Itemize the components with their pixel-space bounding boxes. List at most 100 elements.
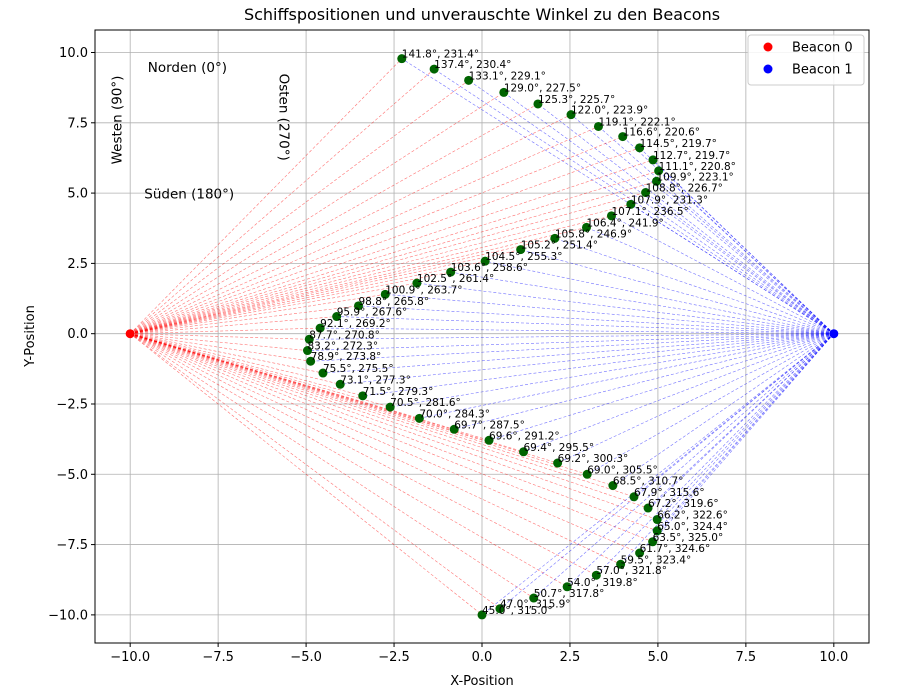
ship-point-label: 133.1°, 229.1° — [469, 70, 546, 82]
ship-point — [385, 402, 395, 412]
ship-point-label: 92.1°, 269.2° — [320, 318, 391, 330]
y-tick-label: 0.0 — [67, 327, 88, 342]
ship-point-label: 107.9°, 231.3° — [631, 194, 708, 206]
ray-beacon-1 — [362, 333, 834, 397]
ray-beacon-0 — [130, 170, 659, 334]
x-tick-label: −5.0 — [290, 650, 322, 665]
ship-point — [582, 469, 592, 479]
ray-beacon-1 — [481, 333, 835, 616]
point-labels: 141.8°, 231.4°137.4°, 230.4°133.1°, 229.… — [307, 49, 735, 617]
ship-point — [635, 143, 645, 153]
ship-point — [652, 515, 662, 525]
legend-marker-beacon-1 — [763, 64, 773, 74]
legend-box — [747, 34, 865, 86]
y-tick-label: 10.0 — [59, 46, 88, 61]
ship-point — [302, 346, 312, 356]
ship-point — [629, 492, 639, 502]
ray-beacon-0 — [129, 333, 483, 616]
ray-beacon-0 — [130, 282, 417, 334]
ship-point-label: 71.5°, 279.3° — [363, 386, 434, 398]
ship-point-label: 103.6°, 258.6° — [451, 262, 528, 274]
ship-points — [302, 54, 664, 620]
ship-point — [358, 391, 368, 401]
ship-point-label: 67.9°, 315.6° — [634, 487, 705, 499]
ship-point — [464, 75, 474, 85]
ship-point-label: 116.6°, 220.6° — [623, 127, 700, 139]
ship-point-label: 98.8°, 265.8° — [359, 296, 430, 308]
ship-point — [495, 604, 505, 614]
ray-beacon-1 — [652, 159, 835, 334]
ray-beacon-1 — [587, 333, 834, 475]
ship-point-label: 54.0°, 319.8° — [567, 577, 638, 589]
ray-beacon-0 — [130, 294, 386, 334]
ray-beacon-0 — [130, 136, 623, 334]
ship-point-label: 141.8°, 231.4° — [402, 49, 479, 61]
ship-point-label: 87.7°, 270.8° — [309, 329, 380, 341]
x-tick-label: −10.0 — [110, 650, 150, 665]
ray-beacon-0 — [130, 249, 521, 334]
ship-point-label: 105.2°, 251.4° — [521, 240, 598, 252]
ship-point-label: 69.4°, 295.5° — [524, 442, 595, 454]
ray-beacon-0 — [130, 333, 597, 576]
ship-point — [606, 211, 616, 221]
legend-marker-beacon-0 — [763, 42, 773, 52]
ship-point-label: 111.1°, 220.8° — [659, 161, 736, 173]
beacon-1-point — [829, 329, 839, 339]
y-axis: −10.0 −7.5 −5.0 −2.5 0.0 2.5 5.0 7.5 10.0 — [48, 46, 95, 623]
x-tick-label: 10.0 — [819, 650, 848, 665]
ray-beacon-1 — [310, 333, 834, 362]
ship-point-label: 63.5°, 325.0° — [653, 532, 724, 544]
ray-beacon-1 — [322, 333, 834, 374]
ray-beacon-0 — [130, 333, 341, 385]
ship-point-label: 112.7°, 219.7° — [653, 150, 730, 162]
legend-label-beacon-0: Beacon 0 — [792, 41, 853, 56]
ray-beacon-1 — [499, 333, 835, 609]
ship-point — [553, 458, 563, 468]
ship-point — [304, 334, 314, 344]
y-tick-label: 5.0 — [67, 187, 88, 202]
ship-point — [581, 222, 591, 232]
ray-beacon-0 — [130, 333, 391, 408]
ship-point-label: 69.2°, 300.3° — [558, 453, 629, 465]
x-tick-label: 5.0 — [648, 650, 669, 665]
legend: Beacon 0 Beacon 1 — [747, 34, 865, 86]
ship-point — [412, 278, 422, 288]
ray-beacon-0 — [130, 192, 646, 334]
ship-point-label: 104.5°, 255.3° — [485, 251, 562, 263]
direction-annotation: Westen (90°) — [109, 76, 125, 165]
ship-point-label: 61.7°, 324.6° — [640, 543, 711, 555]
ship-point — [641, 188, 651, 198]
ship-point-label: 67.2°, 319.6° — [648, 498, 719, 510]
ship-point-label: 75.5°, 275.5° — [323, 363, 394, 375]
ray-beacon-0 — [130, 238, 555, 334]
y-tick-label: 7.5 — [67, 116, 88, 131]
ship-point-label: 119.1°, 222.1° — [598, 116, 675, 128]
ship-point — [449, 424, 459, 434]
ship-point — [643, 503, 653, 513]
ship-point-label: 95.9°, 267.6° — [337, 307, 408, 319]
ship-point — [652, 176, 662, 186]
ship-point — [429, 64, 439, 74]
ray-beacon-0 — [130, 204, 631, 334]
ship-point-label: 70.0°, 284.3° — [419, 408, 490, 420]
ray-beacon-1 — [385, 294, 834, 334]
x-tick-label: −7.5 — [202, 650, 234, 665]
ray-beacon-1 — [523, 333, 834, 453]
ship-point — [648, 537, 658, 547]
ray-beacon-1 — [320, 327, 834, 334]
ray-beacon-1 — [358, 305, 834, 334]
x-tick-label: 0.0 — [472, 650, 493, 665]
ray-beacon-1 — [309, 333, 834, 340]
ray-beacon-0 — [130, 333, 658, 532]
chart-title: Schiffspositionen und unverauschte Winke… — [244, 5, 720, 24]
ray-beacon-0 — [130, 316, 337, 334]
ray-beacon-0 — [130, 333, 653, 543]
y-tick-label: −5.0 — [56, 468, 88, 483]
ship-point — [529, 593, 539, 603]
ray-beacon-1 — [611, 215, 834, 334]
ray-beacon-0 — [130, 333, 640, 554]
ray-beacon-0 — [130, 215, 612, 334]
ray-beacon-0 — [130, 333, 635, 498]
ray-beacon-1 — [485, 260, 834, 334]
ship-point — [499, 87, 509, 97]
